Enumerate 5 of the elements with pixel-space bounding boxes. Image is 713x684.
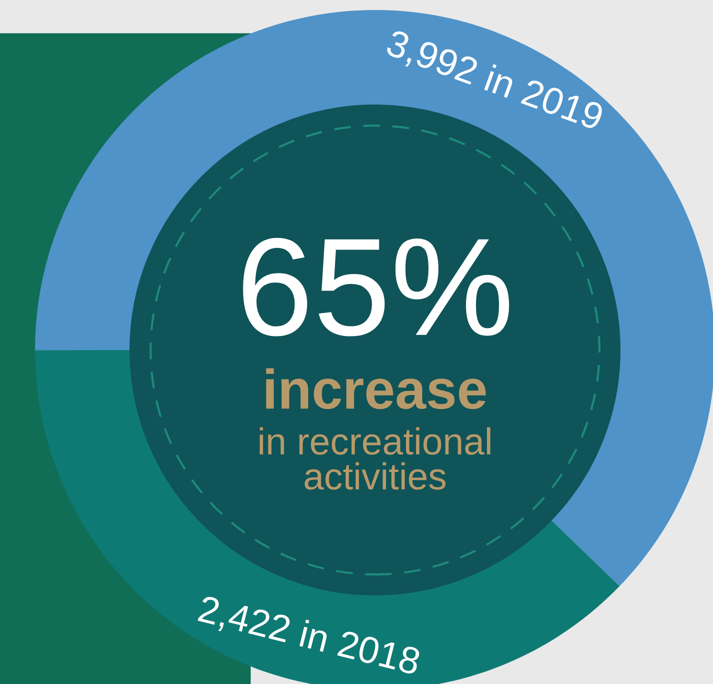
text: 65%: [243, 238, 510, 336]
text: in recreational activities: [260, 427, 490, 490]
data-label: 2,422 in 2018: [196, 594, 422, 680]
data-label: 3,992 in 2019: [384, 28, 606, 135]
text: increase: [266, 368, 486, 410]
